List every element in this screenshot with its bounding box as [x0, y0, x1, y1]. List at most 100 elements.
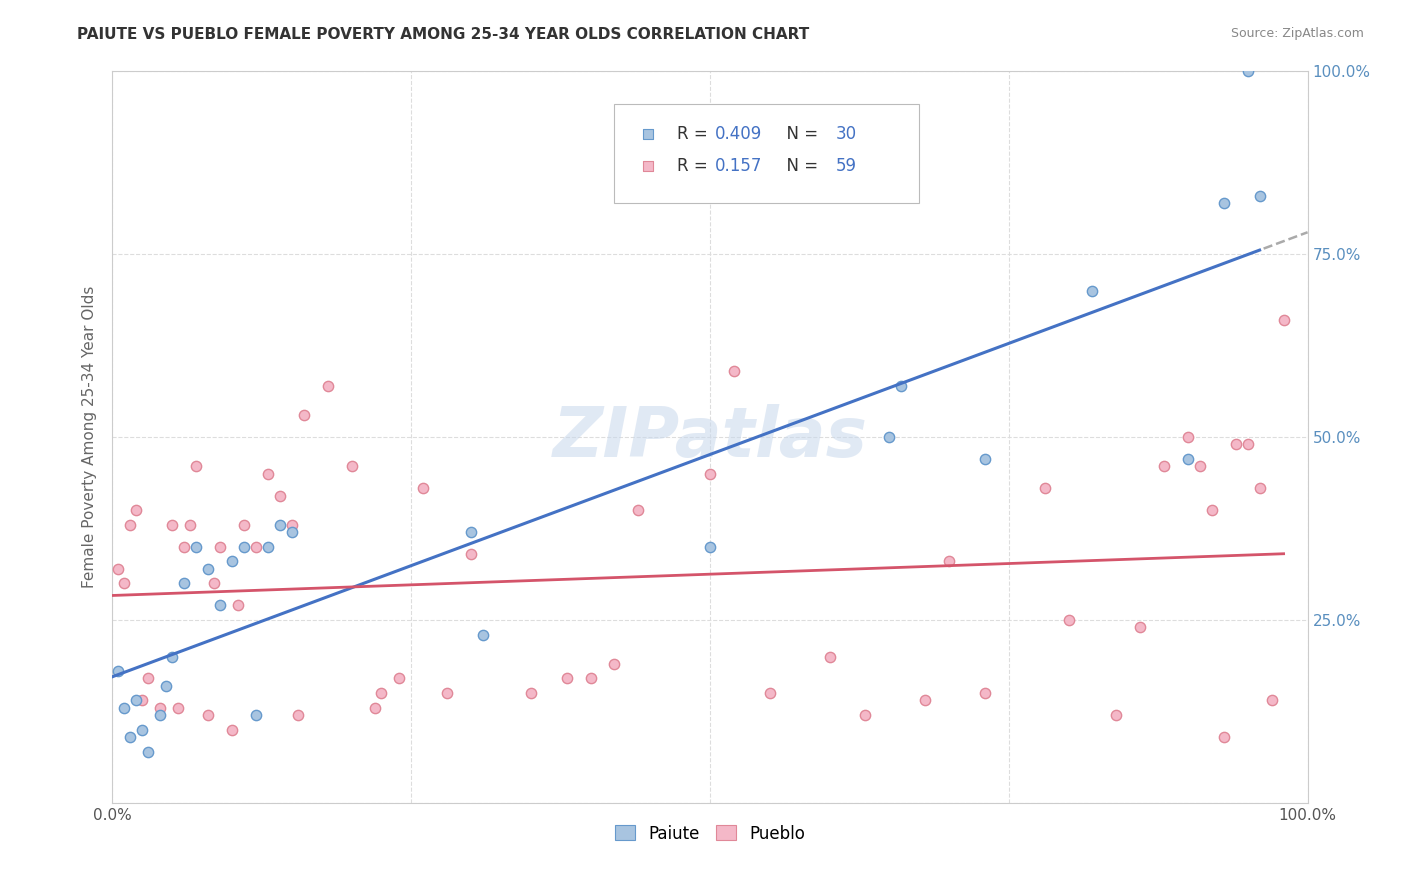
- Point: [162, 649, 183, 664]
- Point: [221, 723, 243, 737]
- Point: [138, 672, 160, 686]
- Point: [202, 576, 225, 591]
- Point: [209, 599, 232, 613]
- Point: [699, 467, 721, 481]
- Point: [1057, 613, 1080, 627]
- Point: [818, 649, 841, 664]
- Point: [233, 540, 256, 554]
- Text: 0.409: 0.409: [714, 125, 762, 143]
- Point: [370, 686, 392, 700]
- Point: [281, 525, 304, 540]
- Text: N =: N =: [776, 158, 823, 176]
- Point: [855, 708, 877, 723]
- Point: [460, 547, 482, 561]
- Y-axis label: Female Poverty Among 25-34 Year Olds: Female Poverty Among 25-34 Year Olds: [82, 286, 97, 588]
- Point: [173, 540, 195, 554]
- Point: [436, 686, 458, 700]
- Point: [107, 664, 129, 678]
- Point: [1105, 708, 1128, 723]
- Point: [974, 452, 997, 467]
- Point: [914, 693, 936, 707]
- Point: [1249, 188, 1271, 202]
- Point: [1153, 459, 1175, 474]
- Point: [155, 679, 177, 693]
- Point: [974, 686, 997, 700]
- Point: [340, 459, 363, 474]
- Text: N =: N =: [776, 125, 823, 143]
- Point: [1129, 620, 1152, 634]
- Text: 30: 30: [835, 125, 856, 143]
- Point: [120, 730, 142, 744]
- Point: [245, 708, 267, 723]
- Point: [879, 430, 901, 444]
- Point: [120, 517, 142, 532]
- Point: [245, 540, 267, 554]
- Point: [1189, 459, 1212, 474]
- Point: [281, 517, 304, 532]
- Point: [412, 481, 434, 495]
- Point: [257, 540, 280, 554]
- Text: R =: R =: [676, 125, 713, 143]
- Point: [637, 127, 659, 141]
- Point: [555, 672, 578, 686]
- Point: [1213, 730, 1236, 744]
- Text: 59: 59: [835, 158, 856, 176]
- Point: [186, 459, 208, 474]
- Point: [257, 467, 280, 481]
- Point: [149, 708, 172, 723]
- Text: 0.157: 0.157: [714, 158, 762, 176]
- Point: [1237, 437, 1260, 451]
- Point: [699, 540, 721, 554]
- Point: [1261, 693, 1284, 707]
- Point: [1249, 481, 1271, 495]
- Point: [167, 700, 190, 714]
- Point: [138, 745, 160, 759]
- Point: [579, 672, 602, 686]
- Point: [316, 379, 339, 393]
- Text: R =: R =: [676, 158, 713, 176]
- Text: PAIUTE VS PUEBLO FEMALE POVERTY AMONG 25-34 YEAR OLDS CORRELATION CHART: PAIUTE VS PUEBLO FEMALE POVERTY AMONG 25…: [77, 27, 810, 42]
- Point: [287, 708, 309, 723]
- Text: ZIPatlas: ZIPatlas: [553, 403, 868, 471]
- Point: [149, 700, 172, 714]
- Point: [131, 723, 153, 737]
- Point: [759, 686, 782, 700]
- Point: [221, 554, 243, 568]
- Point: [197, 562, 219, 576]
- Point: [890, 379, 912, 393]
- Point: [114, 700, 135, 714]
- Point: [114, 576, 135, 591]
- Point: [627, 503, 650, 517]
- Point: [1033, 481, 1056, 495]
- Point: [186, 540, 208, 554]
- Point: [197, 708, 219, 723]
- Point: [603, 657, 626, 671]
- Point: [1177, 452, 1199, 467]
- Point: [1213, 196, 1236, 211]
- Point: [125, 693, 148, 707]
- Text: Source: ZipAtlas.com: Source: ZipAtlas.com: [1230, 27, 1364, 40]
- FancyBboxPatch shape: [614, 104, 920, 203]
- Legend: Paiute, Pueblo: Paiute, Pueblo: [607, 818, 813, 849]
- Point: [233, 517, 256, 532]
- Point: [209, 540, 232, 554]
- Point: [1237, 64, 1260, 78]
- Point: [269, 489, 291, 503]
- Point: [125, 503, 148, 517]
- Point: [1201, 503, 1223, 517]
- Point: [472, 627, 495, 641]
- Point: [388, 672, 411, 686]
- Point: [1177, 430, 1199, 444]
- Point: [179, 517, 201, 532]
- Point: [364, 700, 387, 714]
- Point: [162, 517, 183, 532]
- Point: [131, 693, 153, 707]
- Point: [938, 554, 960, 568]
- Point: [1225, 437, 1247, 451]
- Point: [292, 408, 315, 422]
- Point: [107, 562, 129, 576]
- Point: [520, 686, 543, 700]
- Point: [723, 364, 745, 378]
- Point: [1272, 313, 1295, 327]
- Point: [269, 517, 291, 532]
